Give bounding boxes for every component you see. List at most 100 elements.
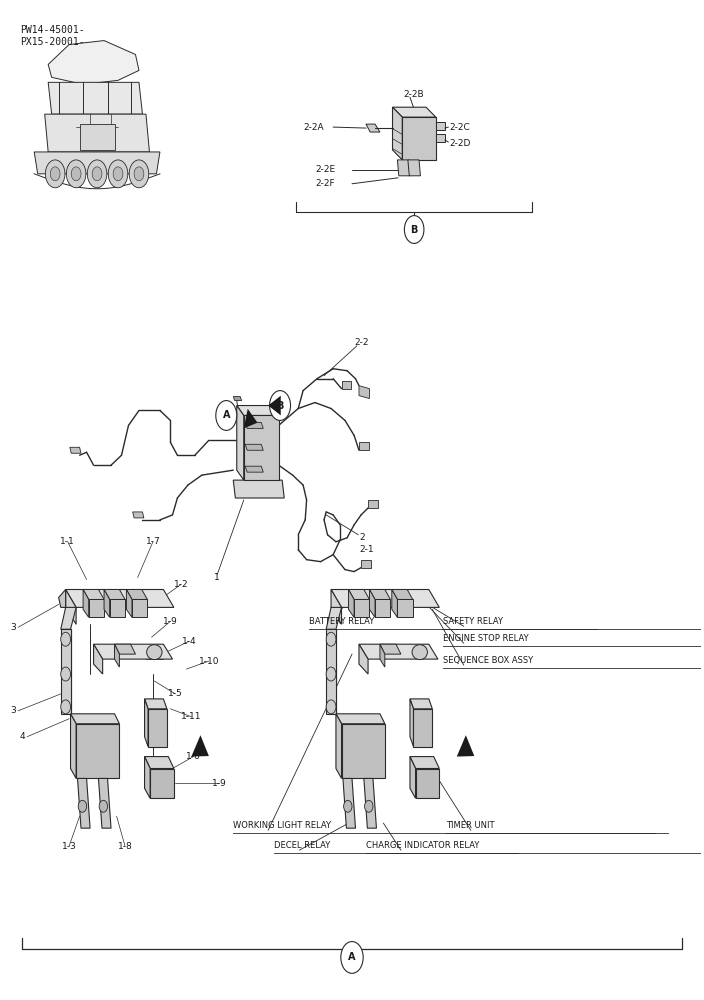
- Circle shape: [326, 632, 336, 646]
- Text: 1-11: 1-11: [181, 712, 201, 721]
- Polygon shape: [244, 409, 258, 428]
- Text: 1-10: 1-10: [199, 657, 219, 666]
- Text: ENGINE STOP RELAY: ENGINE STOP RELAY: [443, 634, 529, 643]
- Polygon shape: [331, 589, 341, 624]
- Polygon shape: [331, 589, 439, 607]
- Polygon shape: [70, 714, 120, 724]
- Polygon shape: [191, 735, 209, 757]
- Polygon shape: [245, 444, 263, 450]
- Circle shape: [326, 667, 336, 681]
- Polygon shape: [110, 599, 125, 617]
- Text: B: B: [277, 401, 284, 411]
- Ellipse shape: [412, 645, 427, 660]
- Circle shape: [61, 632, 70, 646]
- Text: 2-2D: 2-2D: [450, 139, 471, 148]
- Polygon shape: [115, 644, 135, 654]
- Polygon shape: [354, 599, 370, 617]
- Polygon shape: [58, 589, 65, 607]
- Polygon shape: [359, 442, 369, 450]
- Polygon shape: [233, 480, 284, 498]
- Polygon shape: [343, 778, 356, 828]
- Polygon shape: [132, 512, 144, 518]
- Polygon shape: [413, 709, 432, 747]
- Polygon shape: [150, 768, 174, 798]
- Circle shape: [61, 700, 70, 714]
- Polygon shape: [34, 152, 160, 174]
- Polygon shape: [94, 644, 172, 659]
- Circle shape: [341, 942, 363, 973]
- Polygon shape: [48, 41, 139, 84]
- Polygon shape: [436, 122, 445, 130]
- Polygon shape: [70, 447, 81, 453]
- Polygon shape: [127, 589, 147, 599]
- Text: A: A: [222, 410, 230, 420]
- Polygon shape: [326, 607, 341, 629]
- Polygon shape: [144, 699, 148, 747]
- Polygon shape: [368, 500, 378, 508]
- Text: 1-6: 1-6: [186, 752, 201, 761]
- Polygon shape: [233, 397, 241, 401]
- Circle shape: [87, 160, 107, 188]
- Polygon shape: [89, 599, 104, 617]
- Polygon shape: [268, 396, 281, 415]
- Polygon shape: [397, 160, 410, 176]
- Circle shape: [344, 800, 352, 812]
- Polygon shape: [127, 589, 132, 617]
- Text: WORKING LIGHT RELAY: WORKING LIGHT RELAY: [233, 821, 332, 830]
- Polygon shape: [393, 107, 402, 160]
- Polygon shape: [83, 589, 89, 617]
- Text: 2-1: 2-1: [359, 545, 374, 554]
- Text: 1-1: 1-1: [61, 537, 75, 546]
- Polygon shape: [115, 644, 120, 667]
- Circle shape: [71, 167, 81, 181]
- Text: SEQUENCE BOX ASSY: SEQUENCE BOX ASSY: [443, 656, 533, 665]
- Text: 2-2: 2-2: [354, 338, 369, 347]
- Polygon shape: [99, 778, 111, 828]
- Text: 2-2C: 2-2C: [450, 123, 470, 132]
- Polygon shape: [65, 589, 76, 624]
- Polygon shape: [144, 757, 150, 798]
- Text: 2-2E: 2-2E: [315, 165, 336, 174]
- Circle shape: [326, 700, 336, 714]
- Polygon shape: [104, 589, 110, 617]
- Polygon shape: [144, 699, 167, 709]
- Text: A: A: [348, 952, 356, 962]
- Text: TIMER UNIT: TIMER UNIT: [446, 821, 495, 830]
- Circle shape: [270, 391, 291, 420]
- Text: 1-8: 1-8: [118, 842, 132, 851]
- Polygon shape: [61, 607, 76, 629]
- Polygon shape: [104, 589, 125, 599]
- Text: 2-2F: 2-2F: [315, 179, 335, 188]
- Polygon shape: [361, 560, 371, 568]
- Text: 1-3: 1-3: [62, 842, 77, 851]
- Polygon shape: [370, 589, 375, 617]
- Polygon shape: [245, 422, 263, 428]
- Text: 1: 1: [214, 573, 220, 582]
- Polygon shape: [132, 599, 147, 617]
- Circle shape: [108, 160, 128, 188]
- Text: CHARGE INDICATOR RELAY: CHARGE INDICATOR RELAY: [366, 841, 479, 850]
- Circle shape: [113, 167, 123, 181]
- Polygon shape: [380, 644, 385, 667]
- Text: PX15-20001-: PX15-20001-: [20, 37, 85, 47]
- Polygon shape: [364, 778, 377, 828]
- Polygon shape: [83, 589, 104, 599]
- Text: 1-9: 1-9: [212, 779, 227, 788]
- Polygon shape: [410, 757, 415, 798]
- Text: B: B: [410, 225, 418, 235]
- Circle shape: [365, 800, 373, 812]
- Polygon shape: [436, 134, 445, 142]
- Polygon shape: [94, 644, 103, 674]
- Polygon shape: [370, 589, 391, 599]
- Text: 2-2B: 2-2B: [403, 90, 424, 99]
- Text: 1-2: 1-2: [174, 580, 188, 589]
- Circle shape: [216, 401, 237, 430]
- Polygon shape: [237, 406, 279, 415]
- Polygon shape: [237, 406, 244, 480]
- Polygon shape: [336, 714, 341, 778]
- Polygon shape: [44, 114, 149, 152]
- Circle shape: [404, 216, 424, 243]
- Circle shape: [134, 167, 144, 181]
- Polygon shape: [341, 724, 385, 778]
- Polygon shape: [336, 714, 385, 724]
